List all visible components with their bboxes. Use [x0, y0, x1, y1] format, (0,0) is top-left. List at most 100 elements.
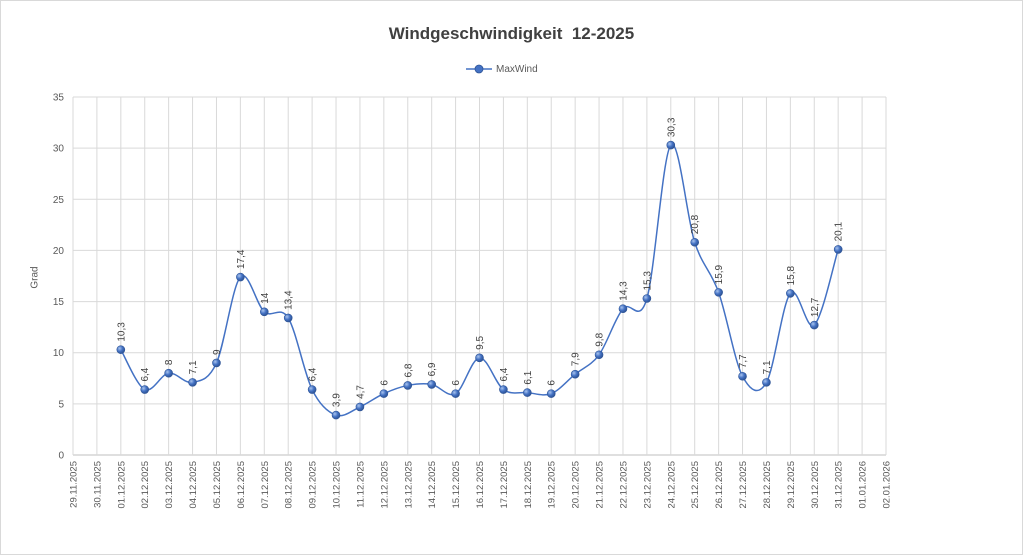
x-tick-label: 18.12.2025: [523, 461, 534, 509]
data-label: 4,7: [355, 385, 366, 399]
data-point: [236, 272, 245, 282]
y-tick-label: 20: [53, 246, 65, 257]
data-label: 6: [379, 380, 390, 386]
x-tick-label: 09.12.2025: [308, 461, 319, 509]
data-point: [379, 389, 389, 398]
chart-title: Windgeschwindigkeit 12-2025: [388, 24, 635, 43]
data-label: 7,1: [762, 360, 773, 374]
x-tick-label: 10.12.2025: [332, 461, 343, 509]
data-label: 9,8: [595, 332, 606, 346]
data-point: [427, 380, 436, 389]
x-tick-label: 25.12.2025: [690, 461, 701, 509]
x-tick-label: 01.01.2026: [858, 461, 869, 509]
x-tick-label: 22.12.2025: [618, 461, 629, 509]
y-tick-label: 30: [53, 144, 65, 155]
x-tick-label: 20.12.2025: [571, 461, 582, 509]
data-label: 6: [451, 380, 462, 386]
data-label: 7,1: [188, 360, 199, 374]
x-tick-label: 08.12.2025: [284, 461, 295, 509]
data-point: [451, 389, 460, 398]
data-point: [499, 385, 508, 394]
data-label: 6,9: [427, 362, 438, 376]
x-tick-label: 13.12.2025: [403, 461, 414, 509]
data-label: 15,3: [642, 271, 653, 291]
x-tick-label: 04.12.2025: [188, 461, 199, 509]
x-tick-label: 02.12.2025: [140, 461, 151, 509]
data-label: 14: [260, 292, 271, 304]
data-label: 20,8: [690, 214, 701, 234]
data-point: [331, 410, 341, 420]
y-tick-label: 10: [53, 348, 65, 359]
x-tick-label: 17.12.2025: [499, 461, 510, 509]
x-tick-label: 30.11.2025: [92, 461, 103, 508]
data-point: [594, 350, 604, 360]
data-point: [690, 237, 700, 247]
x-tick-label: 29.12.2025: [786, 461, 797, 509]
data-label: 10,3: [116, 322, 127, 342]
y-tick-label: 25: [53, 195, 65, 206]
x-tick-label: 05.12.2025: [212, 461, 223, 509]
data-label: 14,3: [618, 281, 629, 301]
data-point: [523, 388, 532, 397]
data-point: [116, 345, 126, 354]
data-point: [714, 288, 723, 297]
data-point: [283, 313, 293, 323]
data-label: 7,9: [571, 352, 582, 366]
data-label: 9,5: [475, 335, 486, 349]
data-label: 20,1: [834, 222, 845, 242]
data-label: 6,4: [499, 367, 510, 381]
x-tick-label: 30.12.2025: [810, 461, 821, 509]
x-tick-label: 26.12.2025: [714, 461, 725, 509]
data-label: 6: [547, 380, 558, 386]
data-label: 17,4: [236, 249, 247, 269]
data-label: 13,4: [284, 290, 295, 310]
data-point: [140, 385, 150, 394]
y-tick-label: 0: [58, 451, 64, 462]
data-point: [546, 389, 556, 398]
data-point: [259, 307, 269, 317]
x-tick-label: 24.12.2025: [666, 461, 677, 509]
y-tick-label: 15: [53, 297, 65, 308]
data-label: 3,9: [332, 393, 343, 407]
x-tick-label: 01.12.2025: [116, 461, 127, 509]
data-label: 30,3: [666, 117, 677, 137]
data-label: 6,8: [403, 363, 414, 377]
y-tick-label: 5: [58, 399, 64, 410]
x-tick-label: 31.12.2025: [834, 461, 845, 509]
x-tick-label: 28.12.2025: [762, 461, 773, 509]
x-tick-label: 19.12.2025: [547, 461, 558, 509]
data-label: 9: [212, 349, 223, 355]
legend-marker-icon: [466, 64, 492, 74]
data-point: [188, 378, 197, 387]
data-point: [666, 140, 676, 150]
x-tick-label: 14.12.2025: [427, 461, 438, 509]
data-label: 15,8: [786, 265, 797, 285]
data-label: 12,7: [810, 297, 821, 317]
data-label: 15,9: [714, 264, 725, 284]
x-tick-label: 27.12.2025: [738, 461, 749, 509]
data-point: [212, 358, 221, 368]
data-point: [786, 289, 795, 298]
data-label: 8: [164, 359, 175, 365]
legend-label: MaxWind: [496, 63, 538, 75]
y-tick-label: 35: [53, 93, 65, 104]
x-tick-label: 16.12.2025: [475, 461, 486, 509]
x-tick-label: 12.12.2025: [379, 461, 390, 509]
x-tick-label: 23.12.2025: [642, 461, 653, 509]
data-point: [164, 368, 173, 378]
data-point: [833, 245, 843, 254]
x-tick-label: 07.12.2025: [260, 461, 271, 509]
data-label: 6,1: [523, 370, 534, 384]
x-tick-label: 02.01.2026: [882, 461, 893, 509]
data-point: [570, 369, 580, 379]
data-point: [642, 294, 652, 303]
data-point: [618, 304, 628, 314]
data-point: [403, 381, 413, 390]
x-tick-label: 29.11.2025: [69, 461, 80, 508]
x-tick-label: 15.12.2025: [451, 461, 462, 509]
data-point: [475, 353, 484, 363]
x-tick-label: 03.12.2025: [164, 461, 175, 509]
data-label: 6,4: [308, 367, 319, 381]
